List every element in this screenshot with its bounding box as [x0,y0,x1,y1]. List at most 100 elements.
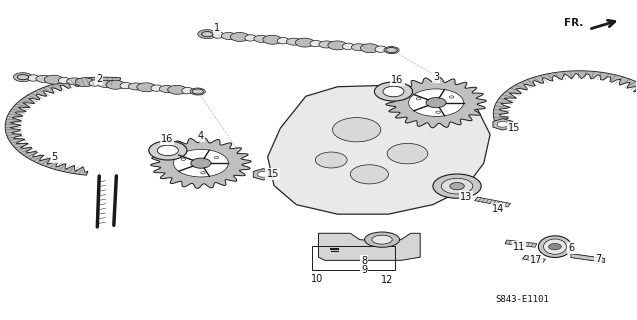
Text: 12: 12 [381,276,393,285]
Ellipse shape [36,75,51,82]
Polygon shape [254,169,273,180]
Text: 16: 16 [161,134,173,144]
Circle shape [387,143,428,164]
Ellipse shape [375,46,387,52]
Ellipse shape [254,35,269,42]
Circle shape [426,98,446,108]
Text: 14: 14 [492,204,504,214]
Ellipse shape [231,33,249,41]
Circle shape [350,165,389,184]
Ellipse shape [278,37,289,44]
Circle shape [191,158,211,168]
Ellipse shape [89,80,101,86]
Polygon shape [475,197,510,207]
Text: 10: 10 [311,274,324,284]
Ellipse shape [159,85,175,92]
Text: 5: 5 [52,152,58,162]
Ellipse shape [17,75,29,80]
Ellipse shape [13,73,32,82]
Text: 4: 4 [198,131,204,141]
Ellipse shape [384,47,399,53]
Ellipse shape [221,33,236,40]
Ellipse shape [44,75,63,84]
Bar [312,246,395,270]
Ellipse shape [287,38,302,45]
Circle shape [548,244,561,250]
Ellipse shape [67,78,82,85]
Text: 7: 7 [595,254,601,264]
Text: 15: 15 [266,169,279,179]
Ellipse shape [59,77,70,84]
Ellipse shape [120,83,131,89]
Ellipse shape [319,41,334,48]
Text: 17: 17 [530,255,542,265]
Ellipse shape [364,232,399,247]
Ellipse shape [137,83,156,92]
Polygon shape [268,85,490,214]
Text: 2: 2 [96,74,103,84]
Ellipse shape [197,30,217,39]
Circle shape [315,152,347,168]
Text: 1: 1 [214,23,220,33]
Text: FR.: FR. [564,18,583,28]
Ellipse shape [168,85,187,94]
Ellipse shape [372,235,392,244]
Circle shape [497,122,508,127]
Ellipse shape [97,80,113,87]
Circle shape [173,149,229,177]
Polygon shape [571,254,605,262]
Ellipse shape [201,32,213,37]
Ellipse shape [190,88,205,95]
Circle shape [449,96,454,98]
Circle shape [433,174,481,198]
Ellipse shape [352,44,367,51]
Ellipse shape [296,38,315,47]
Text: S843-E1101: S843-E1101 [495,295,548,304]
Polygon shape [386,77,486,128]
Ellipse shape [151,85,162,91]
Ellipse shape [212,32,224,38]
Text: 3: 3 [433,72,439,82]
Circle shape [408,89,464,116]
Text: 13: 13 [460,192,472,202]
Circle shape [201,172,205,174]
Circle shape [383,86,404,97]
Circle shape [450,182,464,190]
Circle shape [441,178,473,194]
Ellipse shape [75,78,94,87]
Ellipse shape [543,239,566,254]
Circle shape [181,158,185,160]
Polygon shape [318,233,420,260]
Polygon shape [5,77,121,175]
Circle shape [436,111,440,113]
Circle shape [416,98,421,100]
Ellipse shape [106,80,125,89]
Polygon shape [151,138,251,188]
Ellipse shape [245,35,256,41]
Ellipse shape [129,83,144,90]
Text: 9: 9 [361,265,368,275]
Ellipse shape [182,87,193,94]
Polygon shape [505,240,537,247]
Circle shape [214,156,218,159]
Ellipse shape [263,35,282,44]
Circle shape [257,172,269,177]
Polygon shape [493,71,637,141]
Text: 16: 16 [391,75,403,85]
Ellipse shape [310,40,322,47]
Text: 15: 15 [508,123,520,133]
Text: 11: 11 [513,242,525,252]
Circle shape [149,141,187,160]
Circle shape [375,82,413,101]
Circle shape [333,118,381,142]
Ellipse shape [343,43,354,50]
Text: 6: 6 [568,243,575,252]
Polygon shape [522,255,545,263]
Ellipse shape [386,48,397,52]
Text: 8: 8 [361,256,368,266]
Ellipse shape [361,44,380,53]
Circle shape [157,145,178,156]
Ellipse shape [538,236,571,258]
Ellipse shape [328,41,347,50]
Ellipse shape [27,75,39,81]
